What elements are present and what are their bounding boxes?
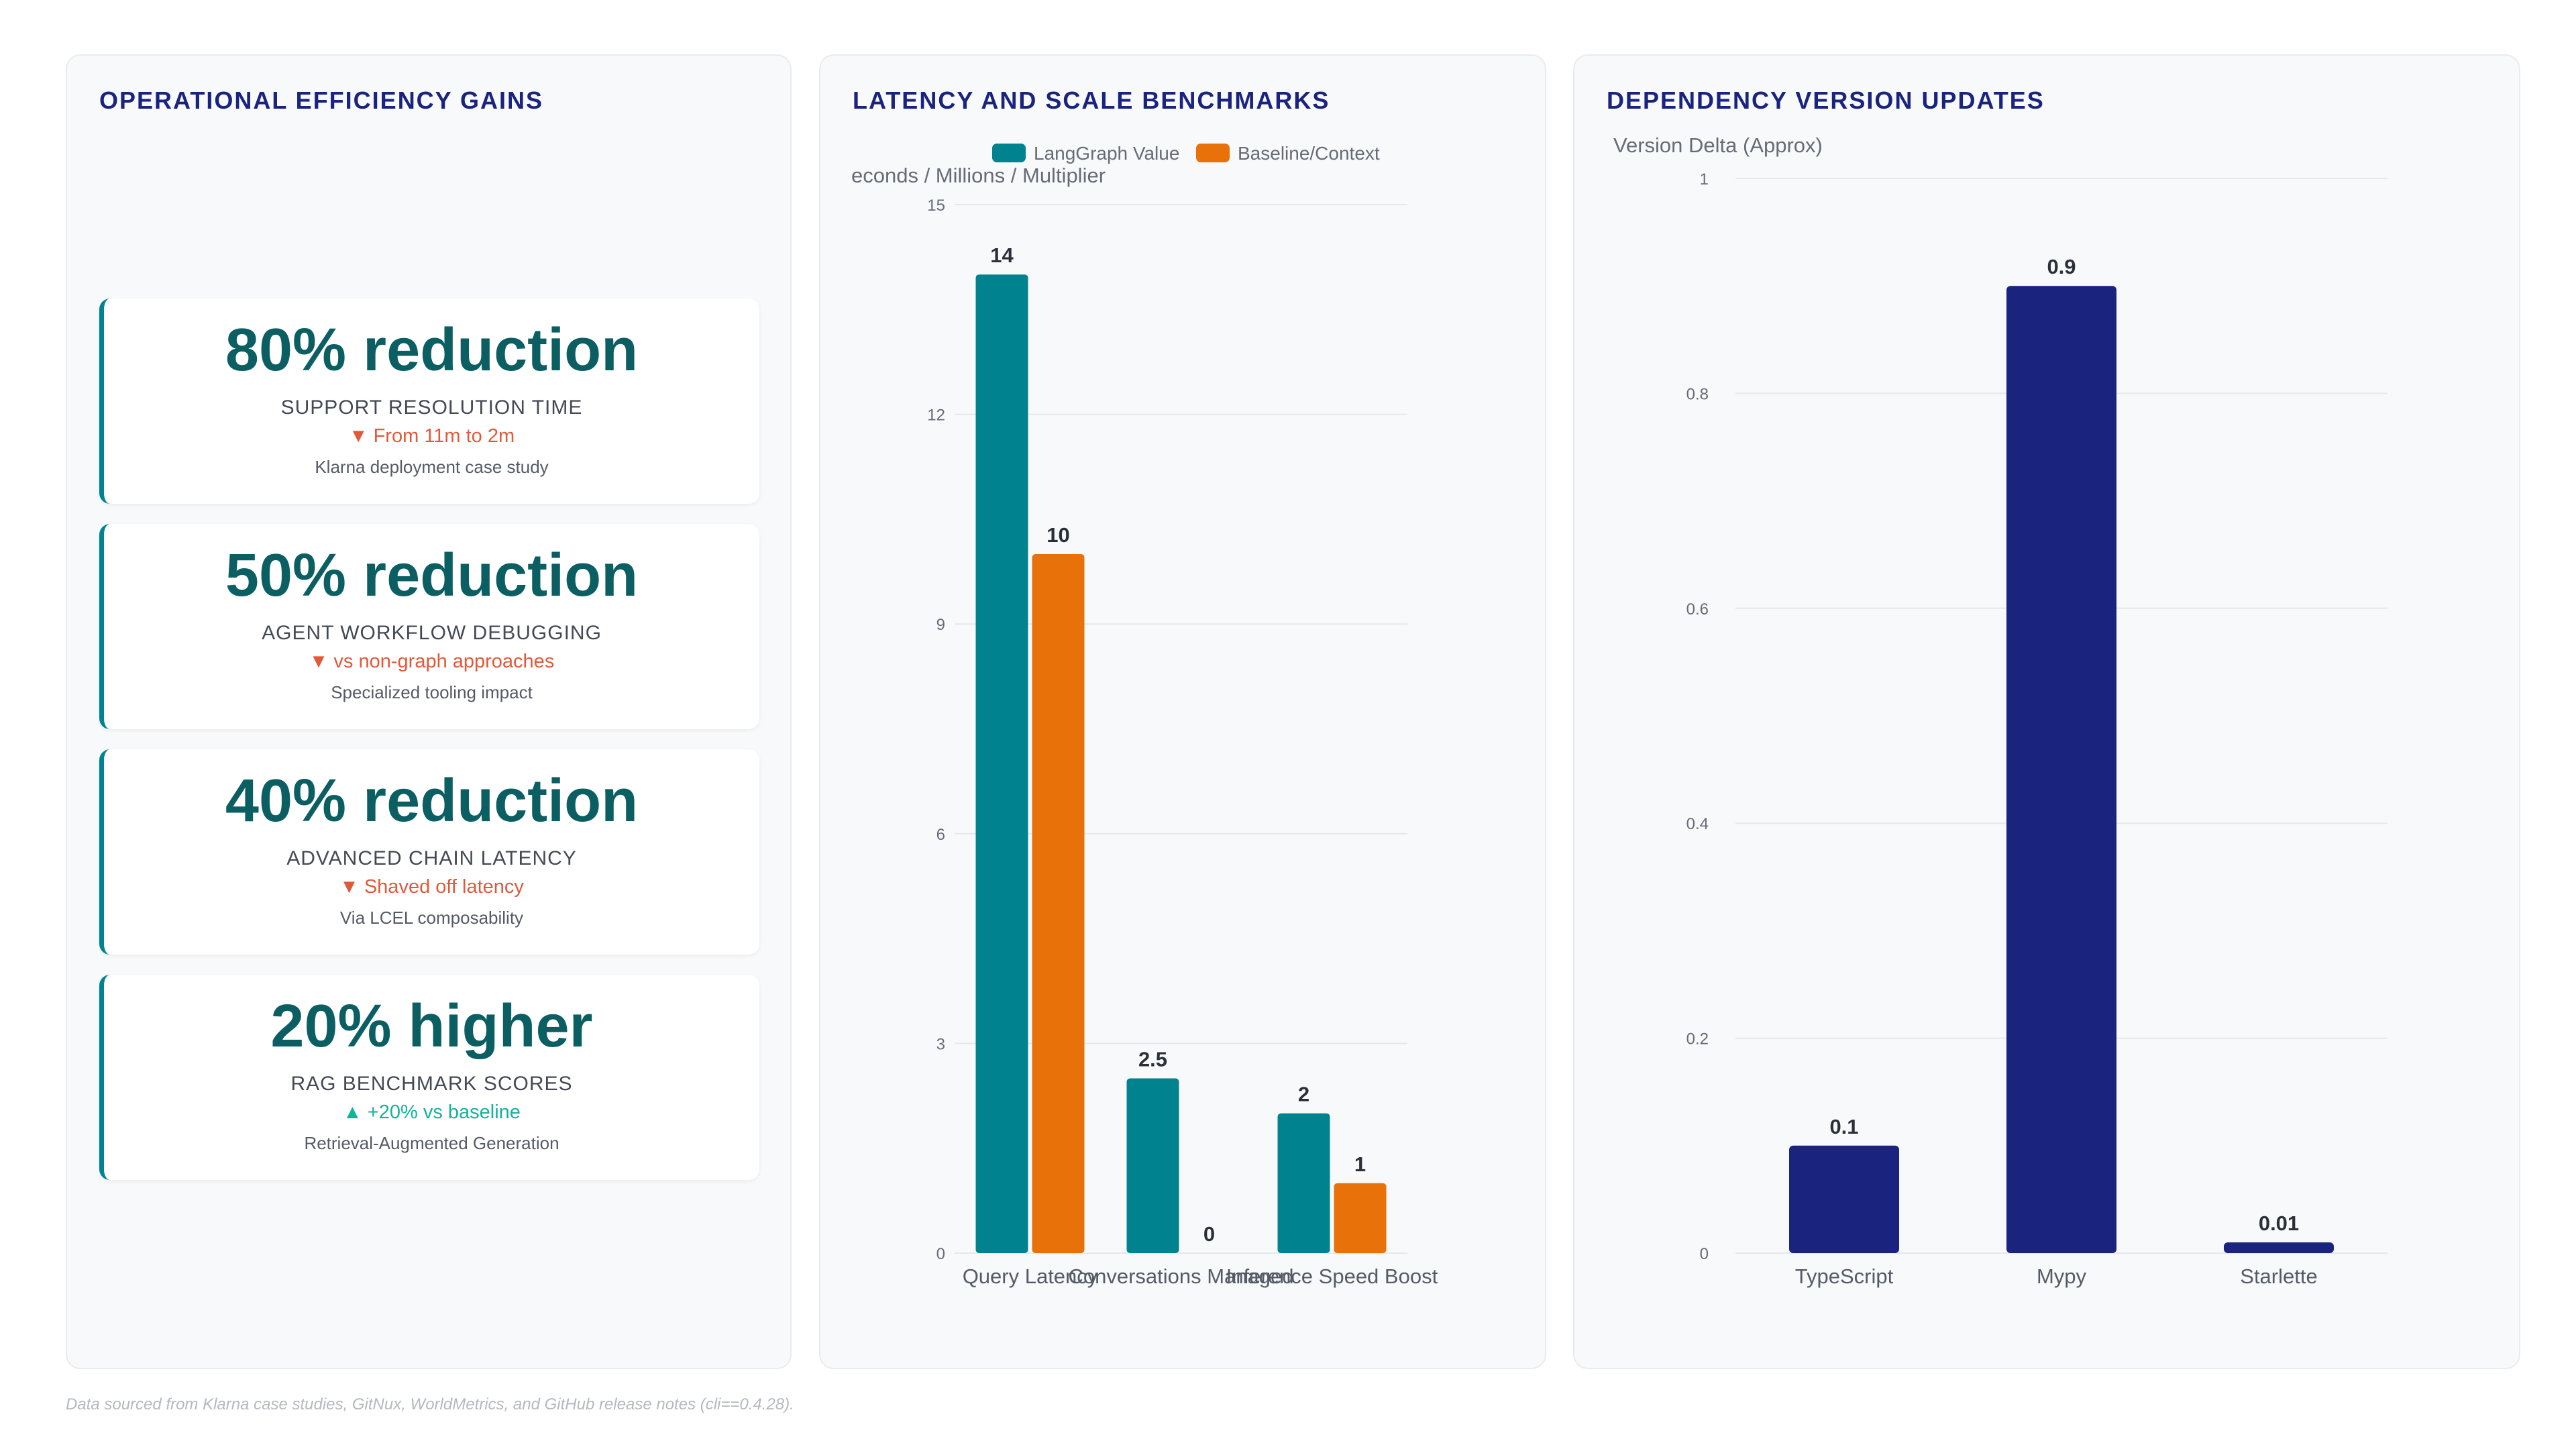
data-label: 14 — [990, 244, 1014, 267]
bar-baseline — [1032, 554, 1085, 1253]
x-tick-label: TypeScript — [1795, 1265, 1894, 1288]
kpi-value: 80% reduction — [225, 317, 639, 384]
x-tick-label: Inference Speed Boost — [1226, 1265, 1438, 1288]
kpi-card-debugging: 50% reduction AGENT WORKFLOW DEBUGGING ▼… — [99, 524, 759, 729]
source-footnote: Data sourced from Klarna case studies, G… — [66, 1395, 794, 1413]
x-tick-label: Query Latency — [963, 1265, 1098, 1288]
y-tick-label: 6 — [936, 826, 945, 844]
dependency-chart: Version Delta (Approx) 0 0.2 0.4 0.6 0.8 1 0.1 T… — [1613, 133, 2387, 1288]
kpi-value: 40% reduction — [225, 767, 639, 835]
legend-swatch-langgraph — [992, 144, 1026, 162]
kpi-value: 50% reduction — [225, 542, 639, 609]
y-tick-label: 0 — [936, 1245, 945, 1263]
y-axis-title: Version Delta (Approx) — [1613, 133, 1823, 157]
bar-langgraph — [1126, 1078, 1179, 1253]
y-tick-label: 15 — [927, 197, 945, 215]
efficiency-panel-title: OPERATIONAL EFFICIENCY GAINS — [99, 87, 544, 114]
bar-baseline — [1334, 1183, 1387, 1253]
y-tick-label: 3 — [936, 1035, 945, 1053]
data-label: 1 — [1354, 1152, 1366, 1176]
legend-label-baseline: Baseline/Context — [1238, 143, 1380, 164]
y-tick-label: 0 — [1700, 1245, 1709, 1263]
kpi-label: ADVANCED CHAIN LATENCY — [286, 847, 577, 869]
legend-swatch-baseline — [1196, 144, 1230, 162]
y-tick-label: 12 — [927, 407, 945, 425]
x-tick-label: Conversations Managed — [1068, 1265, 1293, 1288]
data-label: 2 — [1298, 1083, 1309, 1106]
y-axis-title: econds / Millions / Multiplier — [851, 164, 1106, 187]
kpi-note: Retrieval-Augmented Generation — [304, 1133, 559, 1153]
kpi-delta: ▲ +20% vs baseline — [343, 1102, 521, 1123]
y-tick-label: 0.8 — [1686, 385, 1709, 403]
kpi-label: SUPPORT RESOLUTION TIME — [280, 396, 583, 419]
y-tick-label: 0.2 — [1686, 1030, 1709, 1049]
latency-panel-title: LATENCY AND SCALE BENCHMARKS — [853, 87, 1330, 114]
efficiency-panel: OPERATIONAL EFFICIENCY GAINS 80% reducti… — [66, 54, 792, 1369]
bar-version-delta — [2224, 1242, 2334, 1253]
y-tick-label: 1 — [1700, 170, 1709, 189]
data-label: 2.5 — [1138, 1048, 1167, 1071]
kpi-card-rag: 20% higher RAG BENCHMARK SCORES ▲ +20% v… — [99, 975, 759, 1180]
y-tick-label: 9 — [936, 616, 945, 634]
latency-panel: LATENCY AND SCALE BENCHMARKS LangGraph V… — [819, 54, 1546, 1369]
kpi-value: 20% higher — [270, 993, 593, 1060]
kpi-note: Via LCEL composability — [339, 908, 524, 928]
kpi-card-latency: 40% reduction ADVANCED CHAIN LATENCY ▼ S… — [99, 749, 759, 955]
dependency-panel-title: DEPENDENCY VERSION UPDATES — [1607, 87, 2045, 114]
kpi-delta: ▼ Shaved off latency — [339, 876, 524, 898]
bar-version-delta — [2006, 286, 2116, 1254]
bar-langgraph — [975, 274, 1028, 1254]
kpi-card-support: 80% reduction SUPPORT RESOLUTION TIME ▼ … — [99, 299, 759, 504]
bar-version-delta — [1789, 1145, 1899, 1253]
data-label: 0.01 — [2259, 1212, 2299, 1235]
kpi-delta: ▼ From 11m to 2m — [348, 425, 515, 447]
kpi-note: Specialized tooling impact — [331, 682, 533, 702]
y-tick-label: 0.6 — [1686, 600, 1709, 619]
kpi-note: Klarna deployment case study — [315, 457, 549, 477]
latency-chart: LangGraph Value Baseline/Context econds / … — [851, 143, 1438, 1288]
dependency-panel: DEPENDENCY VERSION UPDATES Version Delta… — [1573, 54, 2520, 1369]
x-tick-label: Starlette — [2240, 1265, 2317, 1288]
data-label: 0.1 — [1829, 1115, 1858, 1138]
kpi-delta: ▼ vs non-graph approaches — [309, 651, 555, 672]
kpi-label: RAG BENCHMARK SCORES — [290, 1073, 573, 1095]
x-tick-label: Mypy — [2037, 1265, 2087, 1288]
legend-label-langgraph: LangGraph Value — [1034, 143, 1179, 164]
data-label: 0.9 — [2047, 255, 2076, 278]
y-tick-label: 0.4 — [1686, 815, 1709, 833]
kpi-label: AGENT WORKFLOW DEBUGGING — [262, 622, 602, 644]
data-label: 10 — [1046, 523, 1069, 547]
data-label: 0 — [1203, 1222, 1215, 1246]
bar-langgraph — [1277, 1113, 1330, 1253]
